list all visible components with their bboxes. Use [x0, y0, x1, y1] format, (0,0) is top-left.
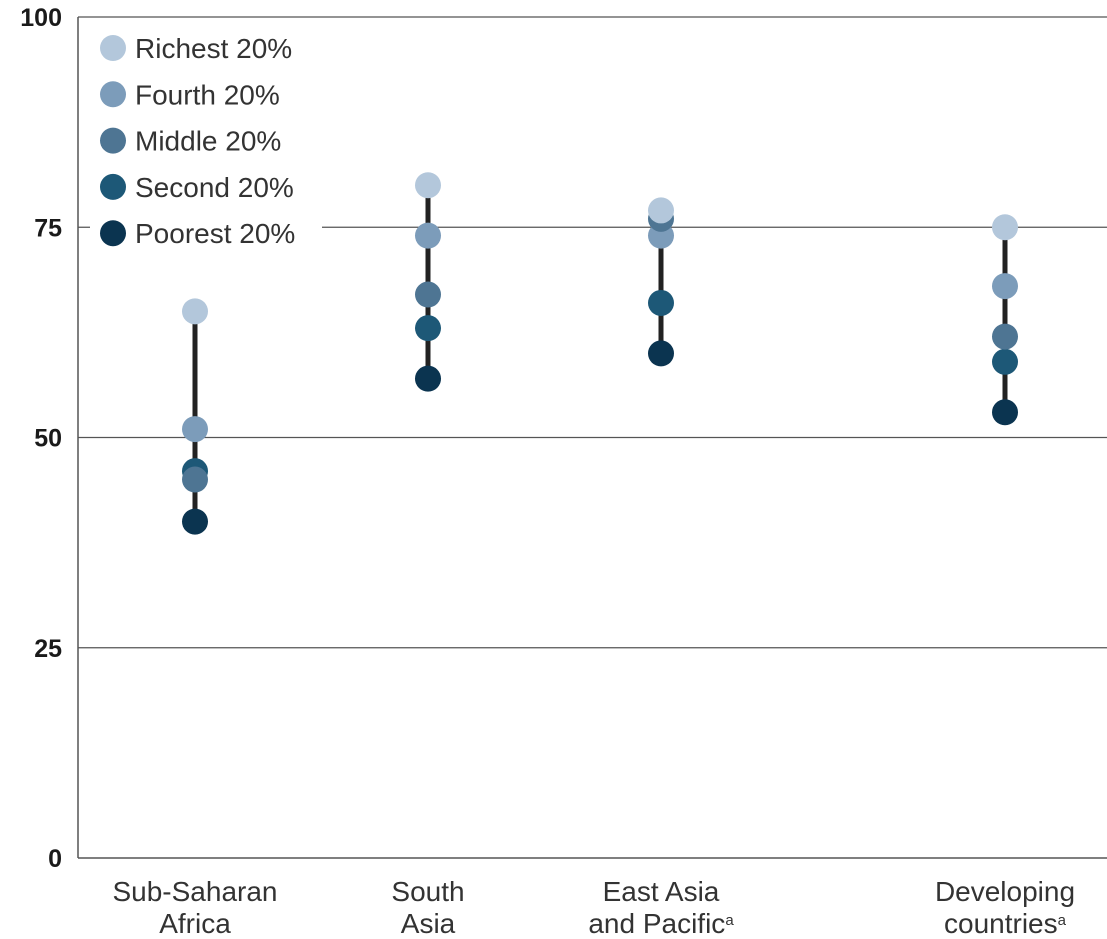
x-tick-label-3-line-1: countriesa	[944, 908, 1067, 939]
y-tick-label-25: 25	[34, 635, 62, 663]
axes	[77, 17, 1107, 859]
point-second-3	[992, 348, 1018, 375]
legend-label-second: Second 20%	[135, 172, 294, 203]
point-richest-3	[992, 214, 1018, 241]
legend-marker-richest	[100, 35, 126, 61]
point-poorest-3	[992, 399, 1018, 426]
x-tick-label-2-line-1: and Pacifica	[588, 908, 734, 939]
x-tick-label-2-line-0: East Asia	[603, 876, 720, 907]
point-second-1	[415, 315, 441, 342]
x-tick-label-1-line-0: South	[391, 876, 464, 907]
x-tick-label-0-line-1: Africa	[159, 908, 231, 939]
y-tick-label-0: 0	[48, 845, 62, 873]
legend-background	[90, 26, 322, 254]
y-tick-label-75: 75	[34, 214, 62, 242]
legend-label-poorest: Poorest 20%	[135, 218, 295, 249]
legend-label-fourth: Fourth 20%	[135, 79, 280, 110]
point-fourth-3	[992, 273, 1018, 300]
footnote-marker: a	[1058, 912, 1067, 929]
data-points	[182, 172, 1018, 535]
point-fourth-1	[415, 222, 441, 249]
point-richest-0	[182, 298, 208, 325]
y-axis-tick-labels: 0 25 50 75 100	[20, 4, 62, 873]
y-tick-label-100: 100	[20, 4, 62, 32]
legend-label-richest: Richest 20%	[135, 33, 292, 64]
point-middle-1	[415, 281, 441, 308]
point-middle-3	[992, 323, 1018, 350]
x-tick-label-1-line-1: Asia	[401, 908, 456, 939]
legend-marker-middle	[100, 127, 126, 154]
point-fourth-0	[182, 416, 208, 443]
point-richest-1	[415, 172, 441, 199]
legend-label-middle: Middle 20%	[135, 126, 281, 157]
legend-marker-fourth	[100, 81, 126, 108]
point-middle-0	[182, 466, 208, 493]
footnote-marker: a	[725, 912, 734, 929]
legend-marker-poorest	[100, 220, 126, 247]
point-poorest-2	[648, 340, 674, 367]
legend: Richest 20% Fourth 20% Middle 20% Second 20…	[90, 26, 322, 254]
point-richest-2	[648, 197, 674, 224]
x-tick-label-0-line-0: Sub-Saharan	[112, 876, 277, 907]
x-tick-label-3-line-0: Developing	[935, 876, 1075, 907]
y-tick-label-50: 50	[34, 425, 62, 453]
legend-marker-second	[100, 173, 126, 200]
point-second-2	[648, 289, 674, 316]
point-poorest-1	[415, 365, 441, 392]
point-poorest-0	[182, 508, 208, 535]
